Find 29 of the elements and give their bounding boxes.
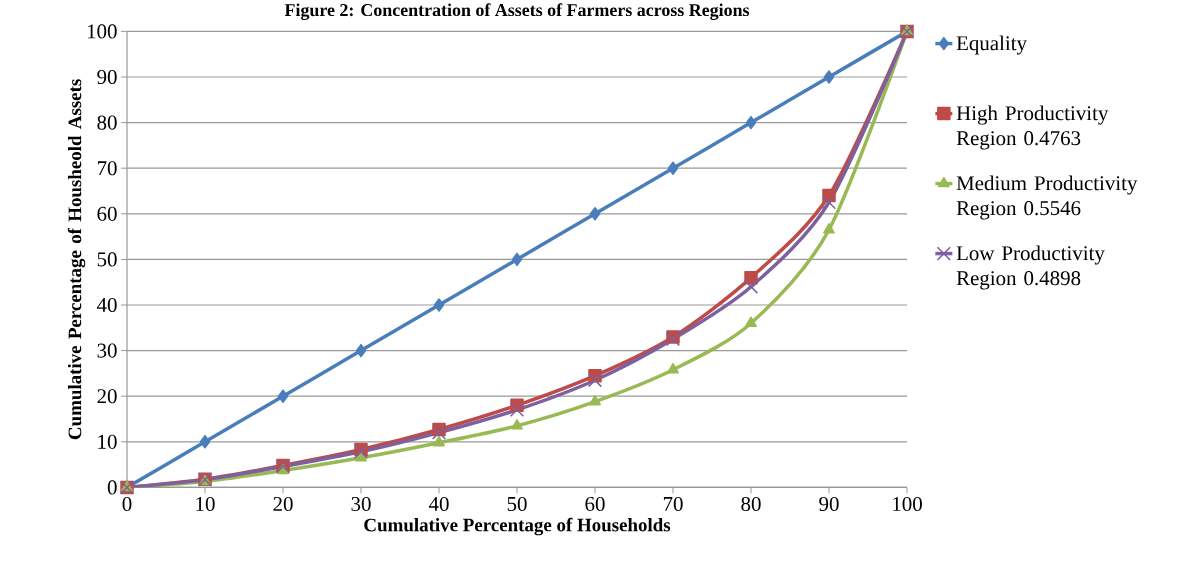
y-tick-label: 100 [87,24,117,39]
y-tick-label: 0 [107,480,117,495]
legend-label: Equality [956,35,1027,55]
x-tick-label: 10 [196,496,215,511]
y-tick-label: 90 [97,69,117,84]
x-tick-label: 70 [663,496,683,511]
y-tick-label: 60 [97,206,117,221]
chart-title: Figure 2: Concentration of Assets of Farmers across Regions [284,3,750,20]
legend-label: High Productivity Region 0.4763 [956,105,1109,150]
x-tick-label: 20 [273,496,293,511]
x-tick-label: 100 [893,496,922,511]
x-axis-title: Cumulative Percentage of Households [364,517,671,536]
x-tick-label: 90 [819,496,839,511]
y-tick-label: 20 [97,388,117,404]
legend-label: Low Productivity Region 0.4898 [956,245,1105,290]
x-tick-label: 40 [428,496,449,511]
y-tick-label: 40 [96,297,117,312]
y-tick-label: 80 [97,115,117,130]
y-tick-label: 30 [97,343,117,358]
x-tick-label: 80 [741,496,761,511]
legend-label: Medium Productivity Region 0.5546 [956,175,1138,220]
x-tick-label: 30 [351,496,371,511]
y-tick-label: 70 [97,160,117,176]
y-axis-title: Cumulative Percentage of Housheold Assets [67,78,86,439]
x-tick-label: 0 [122,496,132,511]
x-tick-label: 50 [507,496,527,511]
x-tick-label: 60 [585,496,605,511]
y-tick-label: 10 [98,434,117,449]
y-tick-label: 50 [97,252,117,267]
